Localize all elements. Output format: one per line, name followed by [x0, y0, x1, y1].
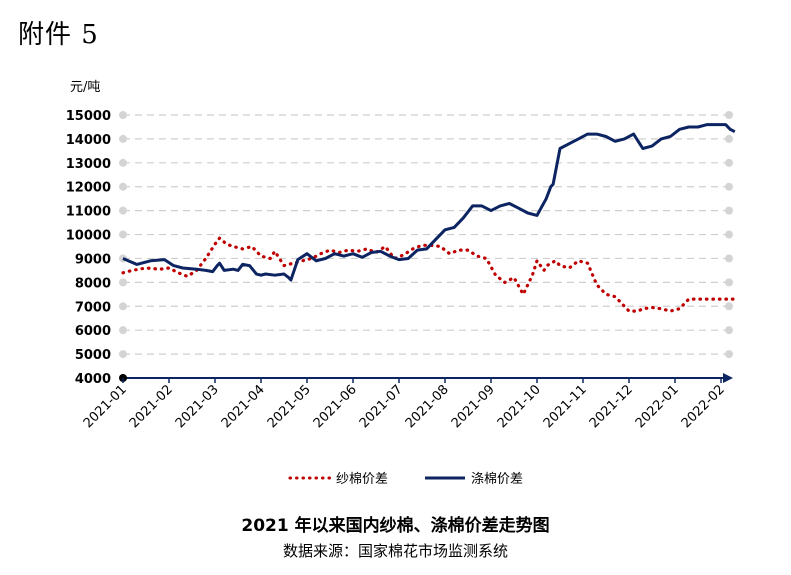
x-axis-arrow [723, 373, 733, 383]
grid-end-dot [725, 134, 733, 143]
y-tick-labels: 4000 5000 6000 7000 8000 9000 10000 11000 12000 1… [66, 109, 111, 387]
series-line-0 [121, 236, 737, 313]
y-axis-unit-label: 元/吨 [70, 80, 101, 95]
y-tick-label: 6000 [75, 324, 111, 339]
x-tick-label: 2021-06 [311, 382, 360, 431]
x-tick-label: 2021-09 [449, 382, 498, 431]
y-tick-label: 12000 [66, 181, 111, 196]
grid-end-dot [725, 111, 733, 119]
grid-end-dot [119, 206, 127, 215]
chart-source: 数据来源：国家棉花市场监测系统 [282, 542, 508, 560]
legend: 纱棉价差 涤棉价差 [288, 472, 523, 487]
grid-end-dot [725, 326, 733, 335]
grid-end-dot [725, 182, 733, 191]
x-tick-label: 2021-11 [541, 382, 590, 431]
x-tick-labels: 2021-012021-022021-032021-042021-052021-… [81, 382, 728, 431]
grid-end-dot [725, 302, 733, 311]
attachment-label: 附件 5 [18, 20, 99, 50]
y-tick-label: 15000 [66, 109, 111, 124]
y-tick-label: 5000 [75, 348, 111, 363]
y-tick-label: 8000 [75, 276, 111, 291]
grid-end-dot [119, 230, 127, 239]
grid-end-dot [725, 158, 733, 167]
series-layer [121, 123, 737, 313]
chart-title: 2021 年以来国内纱棉、涤棉价差走势图 [241, 516, 550, 536]
gridlines [119, 111, 733, 359]
grid-end-dot [119, 350, 127, 359]
x-tick-label: 2022-02 [679, 382, 728, 431]
x-tick-label: 2021-02 [127, 382, 176, 431]
x-tick-label: 2021-12 [587, 382, 636, 431]
y-tick-label: 10000 [66, 229, 111, 244]
x-tick-label: 2021-07 [357, 382, 406, 431]
x-tick-label: 2021-10 [495, 382, 544, 431]
legend-label-yarn-cotton: 纱棉价差 [336, 472, 388, 487]
legend-label-polyester-cotton: 涤棉价差 [471, 472, 523, 487]
grid-end-dot [725, 254, 733, 263]
grid-end-dot [725, 206, 733, 215]
y-tick-label: 14000 [66, 133, 111, 148]
grid-end-dot [119, 111, 127, 119]
x-axis [119, 373, 733, 383]
grid-end-dot [725, 230, 733, 239]
y-tick-label: 4000 [75, 372, 111, 387]
grid-end-dot [119, 302, 127, 311]
x-tick-label: 2022-01 [633, 382, 682, 431]
grid-end-dot [725, 350, 733, 359]
x-tick-label: 2021-04 [219, 382, 268, 431]
y-tick-label: 13000 [66, 157, 111, 172]
y-tick-label: 9000 [75, 252, 111, 267]
x-tick-label: 2021-08 [403, 382, 452, 431]
y-tick-label: 7000 [75, 300, 111, 315]
x-tick-label: 2021-05 [265, 382, 314, 431]
grid-end-dot [119, 134, 127, 143]
grid-end-dot [725, 278, 733, 287]
x-tick-label: 2021-01 [81, 382, 130, 431]
grid-end-dot [119, 326, 127, 335]
grid-end-dot [119, 182, 127, 191]
y-tick-label: 11000 [66, 205, 111, 220]
grid-end-dot [119, 278, 127, 287]
grid-end-dot [119, 158, 127, 167]
series-line-1 [122, 123, 736, 282]
x-tick-label: 2021-03 [173, 382, 222, 431]
